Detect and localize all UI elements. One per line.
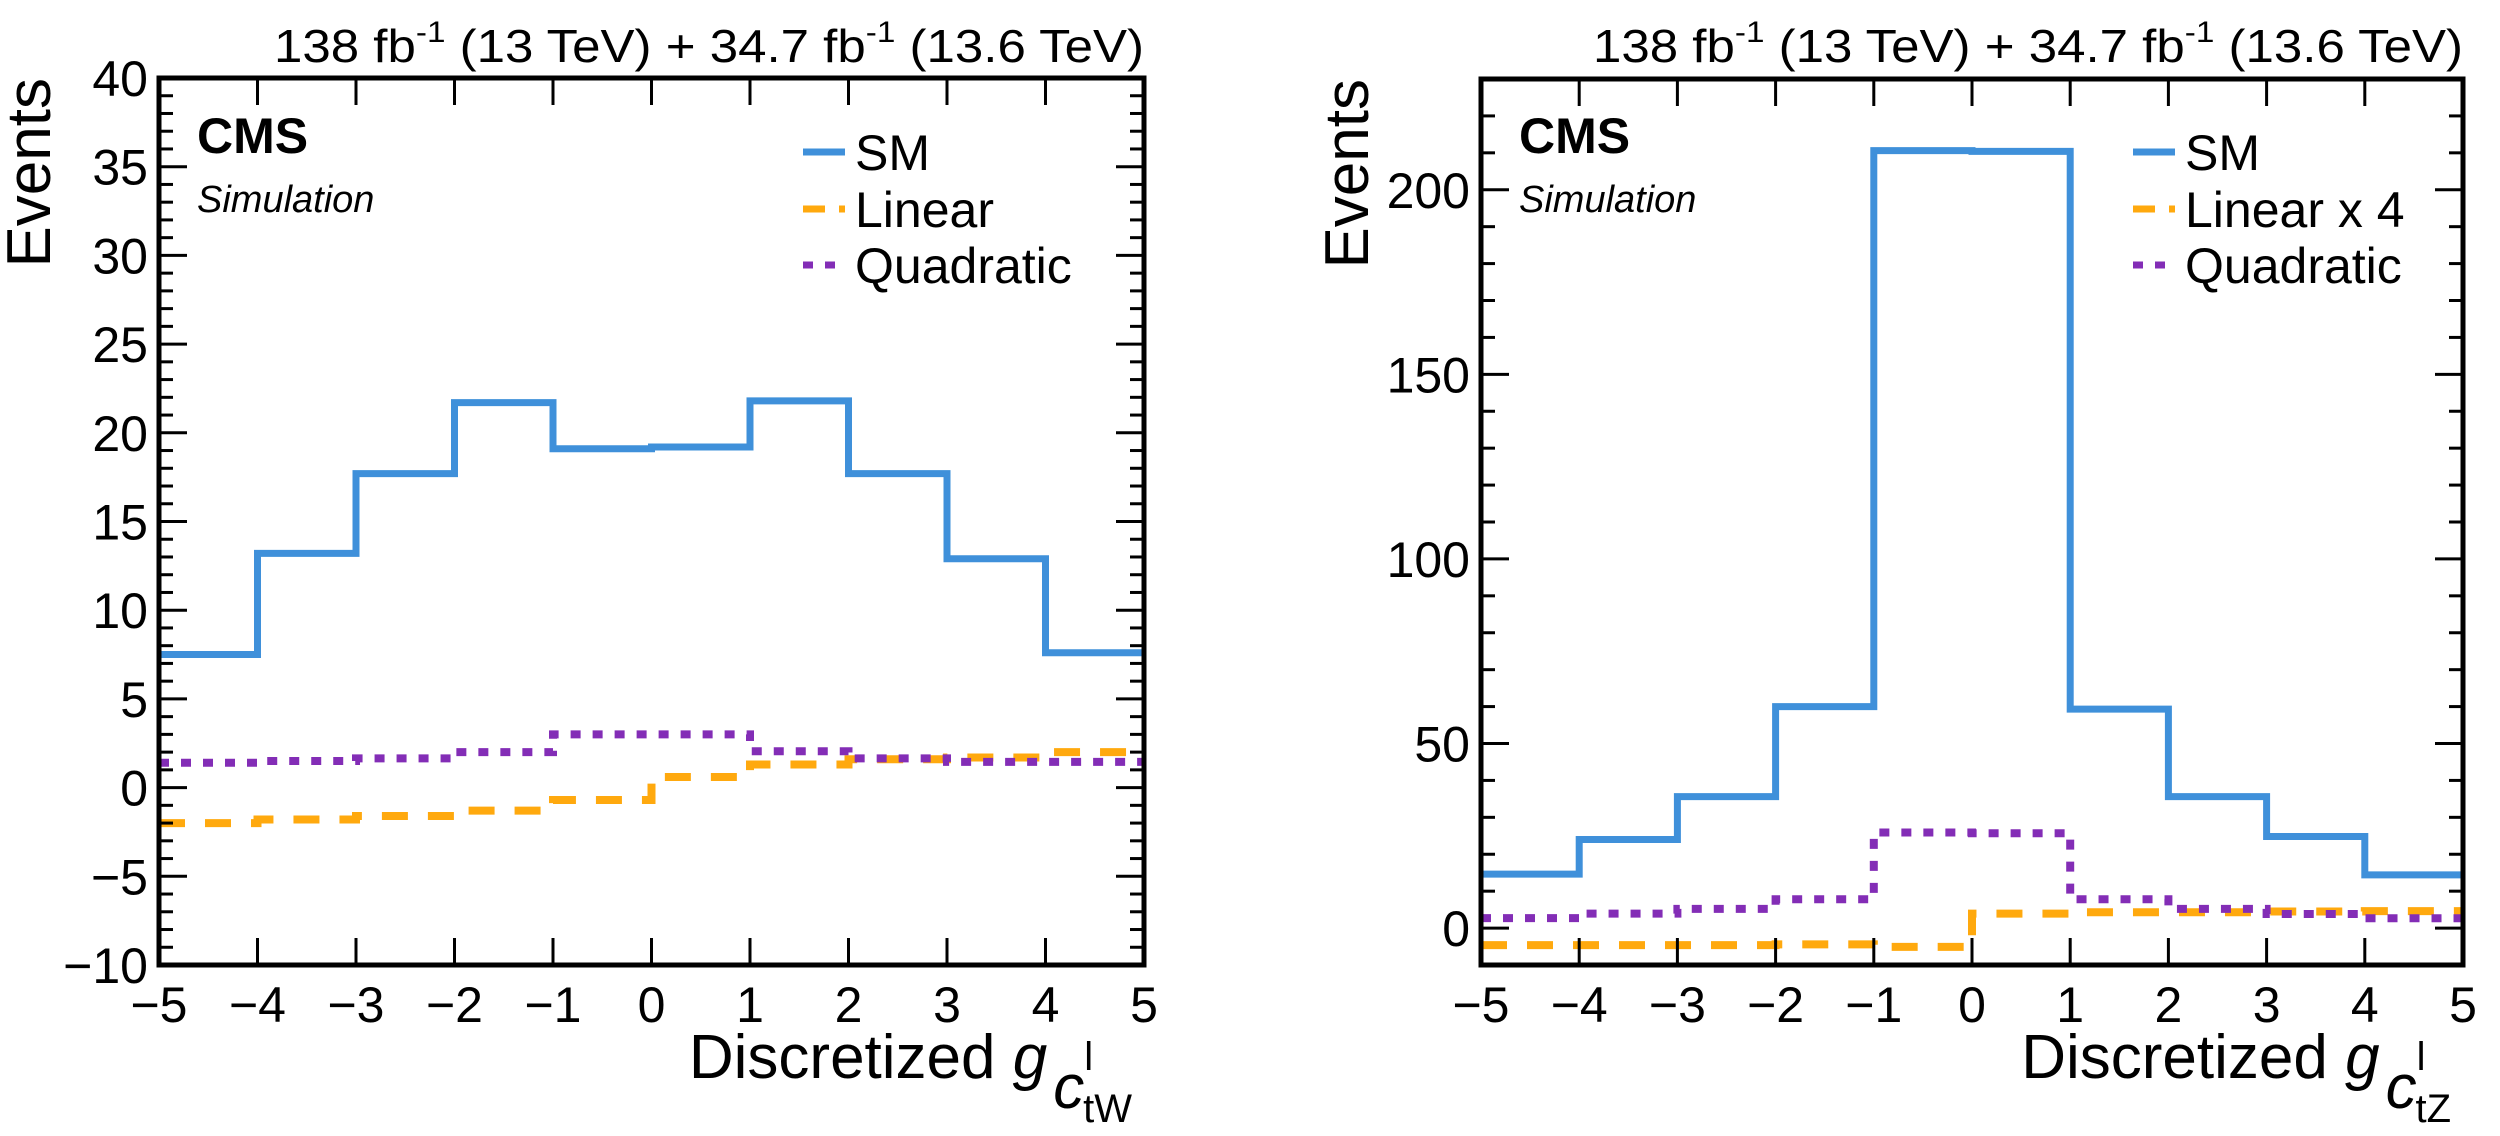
y-tick-label: 0 <box>1442 901 1470 957</box>
x-axis-title-coefficient: c <box>1053 1053 1084 1122</box>
x-tick-label: 3 <box>933 977 961 1033</box>
lumi-label: 138 fb -1 (13 TeV) + 34.7 fb -1 (13.6 TeV) <box>274 16 1144 72</box>
lumi-label-sup2: -1 <box>866 16 896 49</box>
y-tick-label: 150 <box>1387 347 1470 403</box>
x-tick-label: −3 <box>1649 977 1706 1033</box>
lumi-label-sup1: -1 <box>416 16 446 49</box>
x-tick-label: −2 <box>426 977 483 1033</box>
y-tick-label: 10 <box>92 583 148 639</box>
x-tick-label: 2 <box>2154 977 2182 1033</box>
lumi-label-sup1: -1 <box>1735 16 1765 49</box>
x-axis-title: Discretized gcl tZ <box>2021 1023 2451 1131</box>
x-tick-label: −3 <box>327 977 384 1033</box>
y-tick-label: 25 <box>92 317 148 373</box>
cms-label: CMS <box>1519 108 1630 164</box>
x-axis-title-subscript: tW <box>1083 1087 1132 1131</box>
x-axis-title-superscript: l <box>2417 1035 2426 1079</box>
lumi-label-sup2: -1 <box>2185 16 2215 49</box>
x-tick-label: −4 <box>1551 977 1608 1033</box>
series-sm-line <box>1481 147 2463 879</box>
x-axis-title-symbol: g <box>2345 1023 2379 1092</box>
x-tick-label: 0 <box>1958 977 1986 1033</box>
series-linear-x-4-line <box>1481 907 2463 951</box>
simulation-label: Simulation <box>197 179 374 221</box>
y-tick-label: 20 <box>92 406 148 462</box>
series-quadratic-line <box>159 730 1144 767</box>
y-axis-title: Events <box>1313 79 1382 269</box>
y-tick-label: 100 <box>1387 532 1470 588</box>
x-tick-label: −1 <box>1845 977 1902 1033</box>
legend-label: Quadratic <box>855 238 1072 294</box>
x-tick-label: −2 <box>1747 977 1804 1033</box>
legend-label: SM <box>855 125 930 181</box>
x-tick-label: 4 <box>1032 977 1060 1033</box>
x-tick-label: 2 <box>835 977 863 1033</box>
y-tick-label: 40 <box>92 51 148 107</box>
x-tick-label: 4 <box>2351 977 2379 1033</box>
legend-label: SM <box>2185 125 2260 181</box>
lumi-label-part3: (13.6 TeV) <box>2214 20 2463 72</box>
lumi-label-part2: (13 TeV) + 34.7 fb <box>445 20 865 72</box>
lumi-label-part1: 138 fb <box>1593 20 1735 72</box>
x-tick-label: 1 <box>2056 977 2084 1033</box>
x-axis-title-superscript: l <box>1084 1035 1093 1079</box>
y-tick-label: 15 <box>92 495 148 551</box>
legend-label: Linear <box>855 182 994 238</box>
x-tick-label: −5 <box>1452 977 1509 1033</box>
series-sm-line <box>159 397 1144 659</box>
panel-ctw: −5 −4 −3 −2 −1 0 1 2 3 4 5−10−50510152025303540Eve… <box>0 16 1158 1131</box>
lumi-label-part3: (13.6 TeV) <box>895 20 1144 72</box>
lumi-label: 138 fb -1 (13 TeV) + 34.7 fb -1 (13.6 TeV) <box>1593 16 2463 72</box>
x-tick-label: 5 <box>1130 977 1158 1033</box>
series-quadratic-line <box>1481 828 2463 923</box>
y-tick-label: −10 <box>63 938 148 994</box>
y-tick-label: 200 <box>1387 163 1470 219</box>
x-axis-title: Discretized gcl tW <box>689 1023 1132 1131</box>
x-tick-label: −5 <box>130 977 187 1033</box>
y-tick-label: −5 <box>91 849 148 905</box>
legend-label: Linear x 4 <box>2185 182 2405 238</box>
x-axis-title-coefficient: c <box>2386 1053 2417 1122</box>
x-tick-label: −1 <box>524 977 581 1033</box>
panel-ctz: −5 −4 −3 −2 −1 0 1 2 3 4 5050100150200EventsDiscre… <box>1313 16 2477 1131</box>
y-tick-label: 50 <box>1414 717 1470 773</box>
series-linear-line <box>159 748 1144 828</box>
x-tick-label: −4 <box>229 977 286 1033</box>
x-axis-title-main: Discretized <box>689 1023 1013 1092</box>
lumi-label-part2: (13 TeV) + 34.7 fb <box>1764 20 2184 72</box>
y-tick-label: 5 <box>120 672 148 728</box>
simulation-label: Simulation <box>1519 179 1696 221</box>
y-tick-label: 30 <box>92 228 148 284</box>
x-tick-label: 1 <box>736 977 764 1033</box>
x-tick-label: 3 <box>2253 977 2281 1033</box>
x-axis-title-main: Discretized <box>2021 1023 2345 1092</box>
legend-label: Quadratic <box>2185 238 2402 294</box>
x-tick-label: 5 <box>2449 977 2477 1033</box>
x-axis-title-symbol: g <box>1013 1023 1047 1092</box>
cms-label: CMS <box>197 108 308 164</box>
y-tick-label: 35 <box>92 140 148 196</box>
lumi-label-part1: 138 fb <box>274 20 416 72</box>
x-tick-label: 0 <box>638 977 666 1033</box>
x-axis-title-subscript: tZ <box>2415 1087 2451 1131</box>
y-axis-title: Events <box>0 78 64 268</box>
y-tick-label: 0 <box>120 761 148 817</box>
